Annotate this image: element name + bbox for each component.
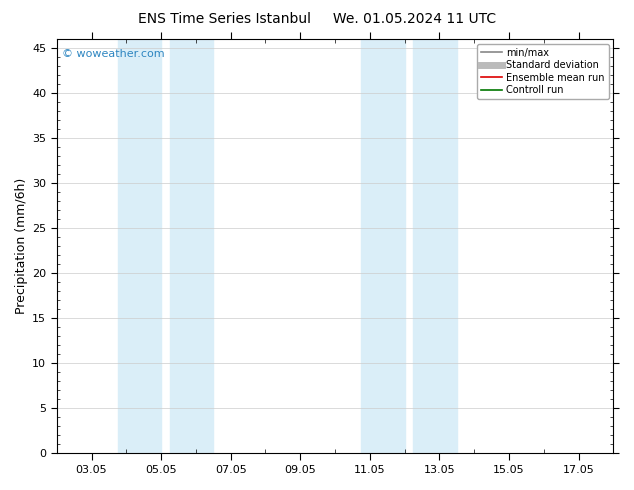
Text: © woweather.com: © woweather.com xyxy=(62,49,165,59)
Text: ENS Time Series Istanbul     We. 01.05.2024 11 UTC: ENS Time Series Istanbul We. 01.05.2024 … xyxy=(138,12,496,26)
Y-axis label: Precipitation (mm/6h): Precipitation (mm/6h) xyxy=(15,178,28,314)
Bar xyxy=(413,39,457,453)
Legend: min/max, Standard deviation, Ensemble mean run, Controll run: min/max, Standard deviation, Ensemble me… xyxy=(477,44,609,99)
Bar xyxy=(117,39,161,453)
Bar xyxy=(170,39,213,453)
Bar xyxy=(361,39,404,453)
